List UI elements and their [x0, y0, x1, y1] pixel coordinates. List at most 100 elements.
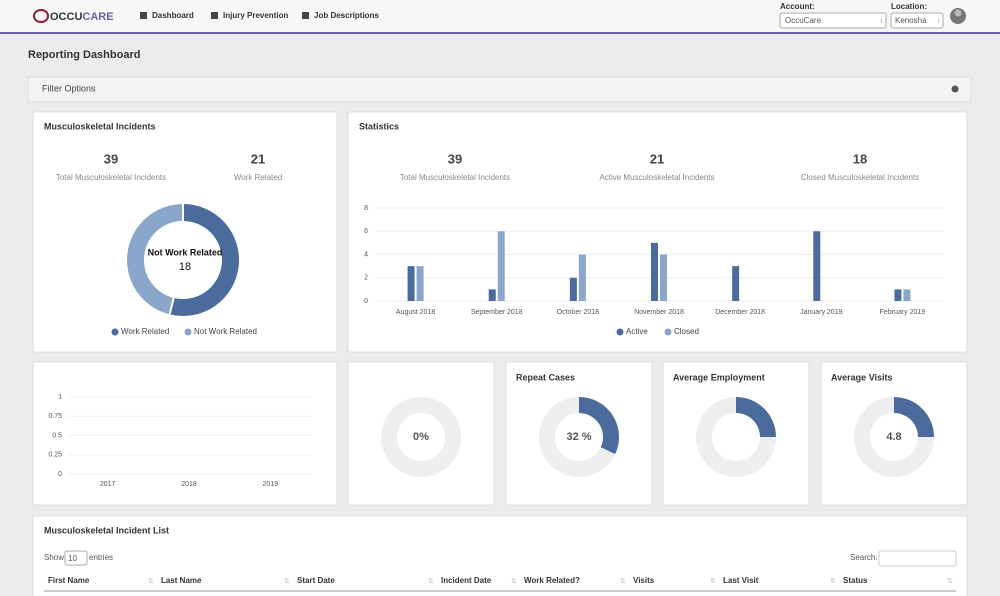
x-tick-label: 2018: [181, 481, 197, 488]
sort-icon: ⇅: [830, 578, 836, 585]
account-label: Account:: [780, 2, 815, 11]
bar: [813, 231, 821, 301]
legend-dot: [184, 328, 192, 336]
sort-icon: ⇅: [710, 578, 716, 585]
x-tick-label: October 2018: [557, 309, 600, 316]
x-tick-label: January 2019: [800, 309, 843, 316]
sort-icon: ⇅: [620, 578, 626, 585]
card-title: Repeat Cases: [516, 372, 575, 382]
search-label: Search:: [850, 553, 878, 562]
avatar-head: [954, 9, 962, 17]
y-tick-label: 4: [364, 251, 368, 258]
stat-label: Work Related: [234, 173, 282, 182]
stat-value: 21: [251, 151, 265, 166]
entries-label: entries: [89, 553, 113, 562]
gauge-arc: [579, 397, 619, 455]
gauge-arc: [894, 397, 934, 437]
length-value: 10: [68, 554, 77, 563]
y-tick-label: 0.5: [52, 432, 62, 439]
y-tick-label: 2: [364, 275, 368, 282]
bar: [578, 254, 586, 301]
y-tick-label: 0: [58, 471, 62, 478]
card: [347, 361, 495, 506]
page-title: Reporting Dashboard: [28, 49, 140, 61]
legend-dot: [111, 328, 119, 336]
bar: [903, 289, 911, 301]
sort-icon: ⇅: [947, 578, 953, 585]
nav-item[interactable]: Dashboard: [152, 11, 194, 20]
nav-icon: [211, 12, 218, 19]
location-select[interactable]: [890, 12, 944, 29]
select-arrow: ↕: [880, 19, 883, 25]
filter-toggle[interactable]: [951, 85, 959, 93]
nav-item[interactable]: Job Descriptions: [314, 11, 379, 20]
sort-icon: ⇅: [511, 578, 517, 585]
stat-label: Active Musculoskeletal Incidents: [599, 173, 714, 182]
y-tick-label: 8: [364, 205, 368, 212]
pie-segment: [168, 201, 241, 318]
gauge-arc: [736, 397, 776, 437]
location-label: Location:: [891, 2, 927, 11]
card-title: Average Employment: [673, 372, 765, 382]
card: [32, 361, 338, 506]
y-tick-label: 0: [364, 298, 368, 305]
card: [32, 515, 968, 596]
search-input[interactable]: [878, 550, 957, 567]
gauge-track: [381, 397, 461, 477]
account-select[interactable]: [779, 12, 887, 29]
stat-label: Closed Musculoskeletal Incidents: [801, 173, 919, 182]
x-tick-label: November 2018: [634, 309, 684, 316]
stat-label: Total Musculoskeletal Incidents: [400, 173, 510, 182]
card: [662, 361, 810, 506]
nav-icon: [140, 12, 147, 19]
column-header[interactable]: Last Name: [161, 576, 202, 585]
card-title: Average Visits: [831, 372, 893, 382]
legend-label: Work Related: [121, 327, 169, 336]
column-header[interactable]: Visits: [633, 576, 655, 585]
gauge-label: 32 %: [566, 431, 591, 443]
legend-dot: [664, 328, 672, 336]
stat-value: 18: [853, 151, 867, 166]
card: [347, 111, 968, 353]
select-arrow: ↕: [937, 19, 940, 25]
center-label: Not Work Related: [148, 247, 223, 257]
bar: [488, 289, 496, 301]
column-header[interactable]: First Name: [48, 576, 90, 585]
bar: [497, 231, 505, 301]
bar: [416, 266, 424, 301]
filter-panel[interactable]: [27, 76, 972, 103]
column-header[interactable]: Last Visit: [723, 576, 759, 585]
x-tick-label: August 2018: [396, 309, 435, 316]
filter-title: Filter Options: [42, 83, 96, 93]
gauge-label: 4.8: [886, 431, 901, 443]
length-select[interactable]: [64, 550, 88, 566]
bar: [732, 266, 740, 301]
stat-value: 39: [104, 151, 118, 166]
bar: [660, 254, 667, 301]
legend-dot: [616, 328, 624, 336]
logo-part: OCCU: [50, 11, 82, 23]
card: [820, 361, 968, 506]
logo-icon: [33, 9, 49, 23]
column-header[interactable]: Status: [843, 576, 868, 585]
nav-item[interactable]: Injury Prevention: [223, 11, 288, 20]
stat-value: 39: [448, 151, 462, 166]
logo: OCCUCARE: [50, 11, 114, 23]
column-header[interactable]: Work Related?: [524, 576, 580, 585]
header-border: [0, 32, 1000, 34]
bar: [651, 242, 658, 301]
column-header[interactable]: Start Date: [297, 576, 335, 585]
bar: [407, 266, 415, 301]
bar: [569, 277, 577, 301]
x-tick-label: September 2018: [471, 309, 523, 316]
gauge-label: 0%: [413, 431, 429, 443]
x-tick-label: 2019: [263, 481, 279, 488]
y-tick-label: 1: [58, 394, 62, 401]
stat-value: 21: [650, 151, 664, 166]
card: [505, 361, 653, 506]
sort-icon: ⇅: [284, 578, 290, 585]
card-title: Statistics: [359, 121, 399, 131]
column-header[interactable]: Incident Date: [441, 576, 492, 585]
card-title: Musculoskeletal Incidents: [44, 121, 156, 131]
logo-part: CARE: [82, 11, 113, 23]
